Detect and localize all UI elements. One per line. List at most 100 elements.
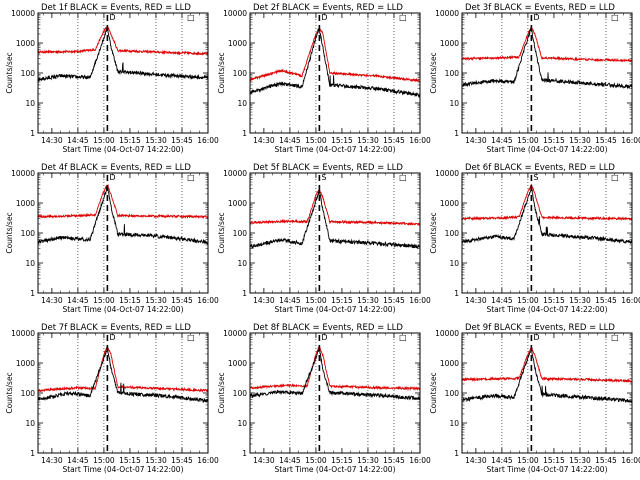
plot-frame	[461, 12, 633, 134]
y-tick-label: 1000	[440, 359, 459, 368]
top-symbol: □	[399, 173, 407, 182]
plot-frame	[249, 172, 421, 294]
x-tick-label: 14:30	[253, 296, 275, 305]
x-tick-label: 14:45	[491, 296, 513, 305]
y-tick-label: 100	[445, 389, 460, 398]
x-tick-label: 15:30	[145, 136, 167, 145]
y-tick-label: 1000	[16, 39, 35, 48]
y-tick-label: 1	[454, 449, 459, 458]
top-symbol: □	[399, 333, 407, 342]
y-tick-label: 10000	[11, 169, 35, 178]
x-tick-label: 15:30	[569, 136, 591, 145]
x-tick-label: 15:30	[357, 296, 379, 305]
y-axis-label: Counts/sec	[5, 52, 14, 93]
x-tick-label: 15:00	[305, 296, 327, 305]
y-tick-label: 1000	[228, 199, 247, 208]
x-tick-label: 15:30	[145, 296, 167, 305]
x-tick-label: 16:00	[409, 456, 431, 465]
y-axis-label: Counts/sec	[217, 372, 226, 413]
y-tick-label: 10	[449, 99, 459, 108]
x-axis-label: Start Time (04-Oct-07 14:22:00)	[486, 145, 607, 154]
x-axis-label: Start Time (04-Oct-07 14:22:00)	[62, 145, 183, 154]
plot-frame	[37, 332, 209, 454]
x-axis-label: Start Time (04-Oct-07 14:22:00)	[486, 305, 607, 314]
panel-title: Det 4f BLACK = Events, RED = LLD	[41, 163, 191, 173]
x-tick-label: 14:30	[41, 456, 63, 465]
events-series-line	[37, 27, 209, 83]
x-tick-label: 15:45	[595, 136, 617, 145]
y-tick-label: 10	[25, 99, 35, 108]
top-symbol: □	[187, 13, 195, 22]
x-tick-label: 14:45	[67, 456, 89, 465]
top-symbol: S	[533, 173, 538, 182]
y-tick-label: 10	[237, 259, 247, 268]
x-tick-label: 15:45	[171, 456, 193, 465]
events-series-line	[37, 346, 209, 404]
top-symbol: D	[321, 333, 327, 342]
x-tick-label: 15:30	[357, 136, 379, 145]
x-tick-label: 14:45	[491, 456, 513, 465]
y-axis-label: Counts/sec	[429, 52, 438, 93]
y-axis-label: Counts/sec	[5, 212, 14, 253]
y-tick-label: 100	[21, 389, 36, 398]
y-tick-label: 100	[21, 69, 36, 78]
x-tick-label: 15:00	[93, 456, 115, 465]
x-tick-label: 15:00	[93, 296, 115, 305]
events-series-line	[249, 189, 421, 250]
detector-panel: Det 8f BLACK = Events, RED = LLD 1 10 100 10…	[217, 323, 431, 474]
x-tick-label: 14:30	[41, 296, 63, 305]
x-tick-label: 15:45	[171, 296, 193, 305]
y-tick-label: 1	[242, 449, 247, 458]
x-axis-label: Start Time (04-Oct-07 14:22:00)	[274, 305, 395, 314]
x-tick-label: 15:00	[517, 296, 539, 305]
x-tick-label: 15:15	[543, 136, 565, 145]
x-tick-label: 15:15	[331, 456, 353, 465]
top-symbol: D	[109, 13, 115, 22]
x-tick-label: 15:00	[305, 456, 327, 465]
y-tick-label: 10000	[223, 329, 247, 338]
x-tick-label: 14:45	[67, 296, 89, 305]
lld-series-line	[461, 183, 632, 222]
plot-frame	[249, 332, 421, 454]
y-tick-label: 1	[30, 129, 35, 138]
x-tick-label: 14:45	[279, 136, 301, 145]
panel-title: Det 5f BLACK = Events, RED = LLD	[253, 163, 403, 173]
events-series-line	[37, 186, 209, 245]
lld-series-line	[249, 346, 421, 392]
plot-frame	[249, 12, 421, 134]
y-tick-label: 1000	[16, 199, 35, 208]
y-tick-label: 100	[445, 69, 460, 78]
plot-frame	[37, 172, 209, 294]
x-tick-label: 15:30	[145, 456, 167, 465]
detector-panel: Det 3f BLACK = Events, RED = LLD 1 10 100 10…	[429, 3, 640, 154]
x-tick-label: 16:00	[621, 296, 640, 305]
y-tick-label: 10	[237, 419, 247, 428]
plot-frame	[461, 172, 633, 294]
x-axis-label: Start Time (04-Oct-07 14:22:00)	[62, 305, 183, 314]
top-symbol: D	[533, 13, 539, 22]
x-tick-label: 14:30	[465, 136, 487, 145]
x-tick-label: 14:30	[41, 136, 63, 145]
x-tick-label: 15:00	[517, 136, 539, 145]
x-tick-label: 15:15	[119, 456, 141, 465]
y-tick-label: 10000	[11, 329, 35, 338]
y-tick-label: 100	[233, 389, 248, 398]
lld-series-line	[461, 25, 633, 63]
y-tick-label: 10000	[435, 9, 459, 18]
x-tick-label: 15:00	[93, 136, 115, 145]
detector-panel: Det 2f BLACK = Events, RED = LLD 1 10 100 10…	[217, 3, 431, 154]
y-tick-label: 10	[449, 259, 459, 268]
events-series-line	[249, 27, 421, 98]
x-tick-label: 16:00	[197, 296, 219, 305]
lld-series-line	[461, 345, 633, 383]
x-tick-label: 15:30	[569, 296, 591, 305]
x-tick-label: 14:30	[465, 456, 487, 465]
x-tick-label: 14:45	[279, 456, 301, 465]
lld-series-line	[37, 184, 209, 219]
x-tick-label: 16:00	[409, 296, 431, 305]
detector-panel: Det 9f BLACK = Events, RED = LLD 1 10 100 10…	[429, 323, 640, 474]
x-tick-label: 15:15	[331, 136, 353, 145]
y-tick-label: 100	[233, 69, 248, 78]
y-tick-label: 1000	[16, 359, 35, 368]
lld-series-line	[249, 188, 421, 227]
